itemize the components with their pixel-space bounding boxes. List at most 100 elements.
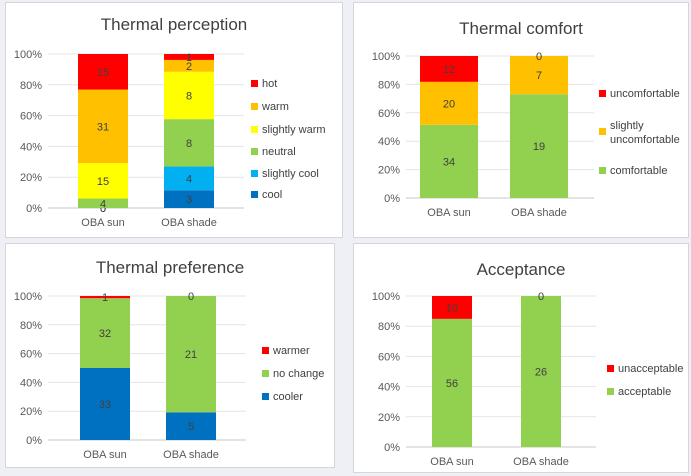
legend-swatch-warmer [262, 347, 269, 354]
category-label: OBA sun [427, 207, 470, 219]
legend-label-acceptable: acceptable [618, 386, 671, 398]
y-tick-label: 40% [20, 377, 42, 389]
bar-segment-hot [164, 54, 214, 60]
y-tick-label: 20% [378, 412, 400, 424]
y-tick-label: 20% [20, 406, 42, 418]
bar-segment-cool [164, 190, 214, 208]
y-tick-label: 60% [20, 349, 42, 361]
legend-swatch-uncomfortable [599, 90, 606, 97]
data-label: 8 [186, 90, 192, 102]
legend-label-warmer: warmer [272, 345, 310, 357]
data-label: 1 [186, 52, 192, 64]
y-tick-label: 40% [20, 141, 42, 153]
bar-segment-slightly-warm [78, 162, 128, 199]
bar-segment-neutral [164, 119, 214, 167]
data-label: 4 [100, 198, 106, 210]
bar-segment-unacceptable [432, 296, 472, 319]
y-tick-label: 40% [378, 382, 400, 394]
data-label: 32 [99, 328, 111, 340]
y-tick-label: 100% [372, 291, 400, 303]
data-label: 21 [185, 349, 197, 361]
y-tick-label: 80% [20, 320, 42, 332]
data-label: 7 [536, 70, 542, 82]
y-tick-label: 20% [378, 165, 400, 177]
data-label: 26 [535, 367, 547, 379]
data-label: 56 [446, 378, 458, 390]
bar-segment-slightly-uncomfortable [420, 81, 478, 125]
bar-segment-slightly-cool [164, 166, 214, 191]
chart-thermal-preference: 0% 20% 40% 60% 80% 100% 33 32 1 OBA sun 5 21 0 OBA sh… [14, 291, 325, 461]
y-tick-label: 60% [378, 108, 400, 120]
legend-label-unacceptable: unacceptable [618, 363, 683, 375]
chart-thermal-comfort: 0% 20% 40% 60% 80% 100% 34 20 12 OBA sun 19 7 0 OBA s… [372, 51, 680, 219]
y-tick-label: 0% [384, 442, 400, 454]
data-label: 12 [443, 64, 455, 76]
data-label: 15 [97, 176, 109, 188]
legend-label-no-change: no change [273, 368, 324, 380]
data-label: 5 [188, 421, 194, 433]
data-label: 15 [97, 67, 109, 79]
category-label: OBA sun [83, 449, 126, 461]
legend-label-slightly-uncomfortable: slightly uncomfortable [610, 120, 680, 146]
bar-segment-cooler [80, 368, 130, 440]
category-label: OBA shade [511, 207, 567, 219]
legend-label-slightly-warm: slightly warm [262, 124, 326, 136]
category-label: OBA shade [163, 449, 219, 461]
legend-swatch-slightly-cool [251, 170, 258, 177]
category-label: OBA shade [513, 456, 569, 468]
legend-label-cool: cool [262, 189, 282, 201]
chart-panel-thermal-perception: Thermal perception 0% 20% 40% 60% 80% 100% 0 0 4… [5, 2, 343, 238]
data-label: 4 [186, 173, 192, 185]
data-label: 3 [186, 194, 192, 206]
data-label: 19 [533, 141, 545, 153]
category-label: OBA shade [161, 217, 217, 229]
y-tick-label: 80% [20, 80, 42, 92]
chart-panel-thermal-comfort: Thermal comfort 0% 20% 40% 60% 80% 100% 34 20 12… [353, 2, 689, 238]
y-tick-label: 60% [378, 351, 400, 363]
bar-segment-slightly-uncomfortable [510, 56, 568, 95]
bar-segment-comfortable [510, 94, 568, 198]
legend-swatch-no-change [262, 370, 269, 377]
bar-segment-hot [78, 54, 128, 90]
y-tick-label: 100% [372, 51, 400, 63]
legend-label-comfortable: comfortable [610, 165, 667, 177]
data-label: 0 [536, 51, 542, 63]
legend-swatch-acceptable [607, 388, 614, 395]
data-label: 8 [186, 138, 192, 150]
bar-segment-uncomfortable [420, 56, 478, 82]
chart-title: Thermal perception [100, 15, 248, 34]
bar-segment-neutral [78, 198, 128, 208]
legend-swatch-neutral [251, 148, 258, 155]
chart-panel-thermal-preference: Thermal preference 0% 20% 40% 60% 80% 100% 33 3… [5, 243, 335, 468]
legend-label-uncomfortable: uncomfortable [610, 88, 680, 100]
data-label: 1 [102, 292, 108, 304]
legend-label-slightly-cool: slightly cool [262, 168, 319, 180]
data-label: 10 [446, 302, 458, 314]
data-label: 33 [99, 399, 111, 411]
y-tick-label: 0% [26, 435, 42, 447]
bar-segment-no-change [166, 296, 216, 413]
chart-title: Thermal comfort [459, 19, 583, 38]
data-label: 0 [538, 291, 544, 303]
legend-swatch-cooler [262, 393, 269, 400]
chart-panel-acceptance: Acceptance 0% 20% 40% 60% 80% 100% 56 10 OBA sun… [353, 243, 689, 473]
bar-segment-warm [164, 59, 214, 72]
y-tick-label: 60% [20, 111, 42, 123]
y-tick-label: 20% [20, 172, 42, 184]
y-tick-label: 40% [378, 136, 400, 148]
y-tick-label: 0% [384, 193, 400, 205]
bar-segment-warm [78, 89, 128, 163]
y-tick-label: 100% [14, 49, 42, 61]
bar-segment-acceptable [521, 296, 561, 447]
data-label: 0 [100, 203, 106, 215]
legend-label-neutral: neutral [262, 146, 296, 158]
bar-segment-no-change [80, 298, 130, 368]
data-label: 2 [186, 61, 192, 73]
bar-segment-slightly-warm [164, 71, 214, 120]
bar-segment-cooler [166, 412, 216, 440]
legend-swatch-unacceptable [607, 365, 614, 372]
y-tick-label: 80% [378, 79, 400, 91]
bar-segment-acceptable [432, 318, 472, 447]
legend-swatch-comfortable [599, 167, 606, 174]
